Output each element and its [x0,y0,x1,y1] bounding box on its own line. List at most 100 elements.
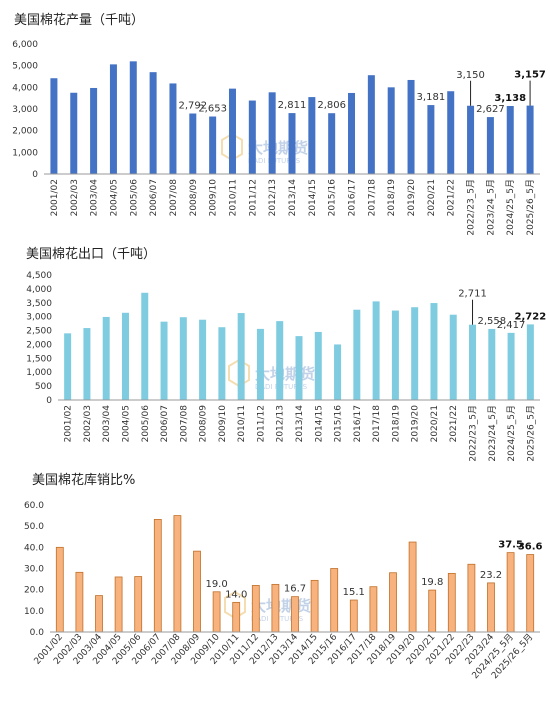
bar [449,314,457,400]
data-label: 15.1 [343,587,365,598]
bar [372,301,380,400]
x-tick-label: 2020/21 [427,179,437,216]
bar [389,572,397,633]
x-tick-label: 2008/09 [199,405,209,443]
bar [248,100,256,174]
x-tick-label: 2007/08 [179,405,189,443]
data-label: 2,792 [178,101,207,112]
bar [506,106,514,174]
bar [149,72,157,174]
bar [209,116,217,174]
x-tick-label: 2004/05 [121,405,131,442]
y-tick-label: 3,000 [12,105,38,115]
x-tick-label: 2004/05 [109,179,119,216]
bar [314,331,322,400]
y-tick-label: 2,000 [26,340,52,350]
bar [467,563,476,633]
x-tick-label: 2017/18 [372,405,382,443]
data-label: 3,157 [514,70,546,81]
watermark-cn: 大地期货 [251,597,311,615]
y-tick-label: 5,000 [12,62,38,72]
x-tick-label: 2011/12 [256,405,266,442]
x-tick-label: 2005/06 [129,179,139,217]
bar [121,312,129,400]
bar [268,92,276,174]
y-tick-label: 0.0 [30,628,45,638]
y-tick-label: 3,500 [26,299,52,309]
data-label: 2,627 [476,104,505,115]
bar [95,595,103,633]
x-tick-label: 2002/03 [70,179,80,216]
bar [369,586,378,633]
y-tick-label: 3,000 [26,313,52,323]
bar [228,88,236,174]
y-tick-label: 1,000 [26,368,52,378]
x-tick-label: 2013/14 [295,405,305,443]
x-tick-label: 2025/26_5月 [525,405,536,462]
y-tick-label: 4,000 [26,285,52,295]
bar [291,596,299,633]
bar [90,87,98,174]
x-tick-label: 2010/11 [237,405,247,442]
data-label: 2,653 [198,104,227,115]
bar [427,105,435,174]
x-tick-label: 2019/20 [407,179,417,217]
x-tick-label: 2012/13 [276,405,286,442]
bar [288,113,296,174]
bar [75,571,84,633]
bar [199,319,207,400]
y-tick-label: 4,500 [26,271,52,281]
x-tick-label: 2014/15 [308,179,318,216]
bar [486,117,494,174]
x-tick-label: 2025/26_5月 [525,179,536,236]
bar [430,303,438,400]
x-tick-label: 2011/12 [248,179,258,216]
x-tick-label: 2019/20 [411,405,421,443]
bar [237,313,245,400]
x-tick-label: 2023/24_5月 [485,179,496,236]
bar [330,568,339,633]
bar [349,599,358,633]
bar [526,324,534,400]
data-label: 36.6 [518,542,543,553]
x-tick-label: 2003/04 [90,179,100,217]
x-tick-label: 2013/14 [288,179,298,217]
x-tick-label: 2022/23_5月 [466,179,477,236]
y-tick-label: 2,500 [26,327,52,337]
x-tick-label: 2006/07 [149,179,159,216]
x-tick-label: 2018/19 [391,405,401,443]
x-tick-label: 2023/24_5月 [487,405,498,462]
x-tick-label: 2012/13 [268,179,278,216]
data-label: 2,722 [515,311,547,322]
bar [526,105,534,174]
y-tick-label: 30.0 [24,565,44,575]
x-tick-label: 2018/19 [387,179,397,217]
bar [428,589,437,633]
data-label: 19.0 [205,579,227,590]
x-tick-label: 2001/02 [50,179,60,216]
x-tick-label: 2015/16 [328,179,338,217]
x-tick-label: 2009/10 [209,179,219,217]
watermark-cn: 大地期货 [255,365,315,383]
x-tick-label: 2016/17 [353,405,363,442]
y-tick-label: 50.0 [24,522,44,532]
data-label: 2,811 [278,100,307,111]
x-tick-label: 2006/07 [160,405,170,442]
bar [83,328,91,400]
bar [506,552,515,633]
y-tick-label: 20.0 [24,586,44,596]
x-tick-label: 2009/10 [218,405,228,443]
dadi-logo-icon [224,590,246,620]
y-tick-label: 2,000 [12,127,38,137]
chart-1: 美国棉花产量（千吨） 0 1,000 2,000 3,000 4,000 5,000 6,00… [12,12,546,236]
x-tick-label: 2021/22 [447,179,457,216]
bar [469,324,477,400]
bar [232,601,241,633]
data-label: 37.5 [498,540,523,551]
x-tick-label: 2016/17 [348,179,358,216]
bar [50,78,58,174]
y-tick-label: 10.0 [24,607,44,617]
bar [387,87,395,174]
chart-title: 美国棉花产量（千吨） [14,12,144,28]
